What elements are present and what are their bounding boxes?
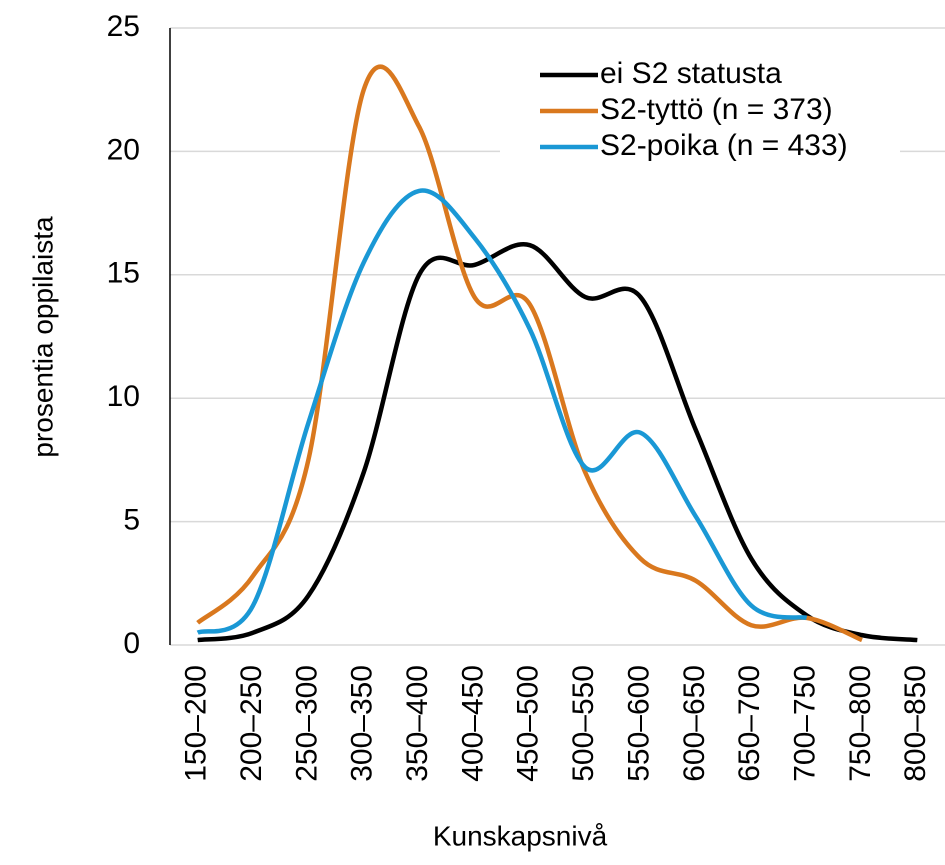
x-tick-label: 600–650 xyxy=(678,665,711,782)
y-tick-label: 0 xyxy=(123,627,140,660)
series-line xyxy=(197,242,918,643)
series-line xyxy=(196,64,863,643)
x-axis-label: Kunskapsnivå xyxy=(433,820,608,851)
x-tick-label: 500–550 xyxy=(567,665,600,782)
y-tick-label: 25 xyxy=(107,10,140,43)
x-tick-label: 200–250 xyxy=(235,665,268,782)
x-tick-label: 150–200 xyxy=(180,665,213,782)
x-tick-label: 700–750 xyxy=(789,665,822,782)
y-tick-label: 20 xyxy=(107,133,140,166)
x-tick-label: 400–450 xyxy=(456,665,489,782)
y-axis-label: prosentia oppilaista xyxy=(27,216,58,458)
legend-label: ei S2 statusta xyxy=(600,57,782,90)
y-tick-label: 10 xyxy=(107,380,140,413)
x-tick-label: 450–500 xyxy=(512,665,545,782)
x-tick-label: 550–600 xyxy=(622,665,655,782)
y-tick-label: 5 xyxy=(123,504,140,537)
x-tick-label: 750–800 xyxy=(844,665,877,782)
x-tick-label: 300–350 xyxy=(346,665,379,782)
legend-label: S2-poika (n = 433) xyxy=(600,129,848,162)
x-tick-label: 250–300 xyxy=(290,665,323,782)
x-tick-label: 800–850 xyxy=(899,665,932,782)
series-line xyxy=(196,188,808,635)
y-tick-label: 15 xyxy=(107,257,140,290)
x-tick-label: 650–700 xyxy=(733,665,766,782)
legend-label: S2-tyttö (n = 373) xyxy=(600,93,833,126)
x-tick-label: 350–400 xyxy=(401,665,434,782)
